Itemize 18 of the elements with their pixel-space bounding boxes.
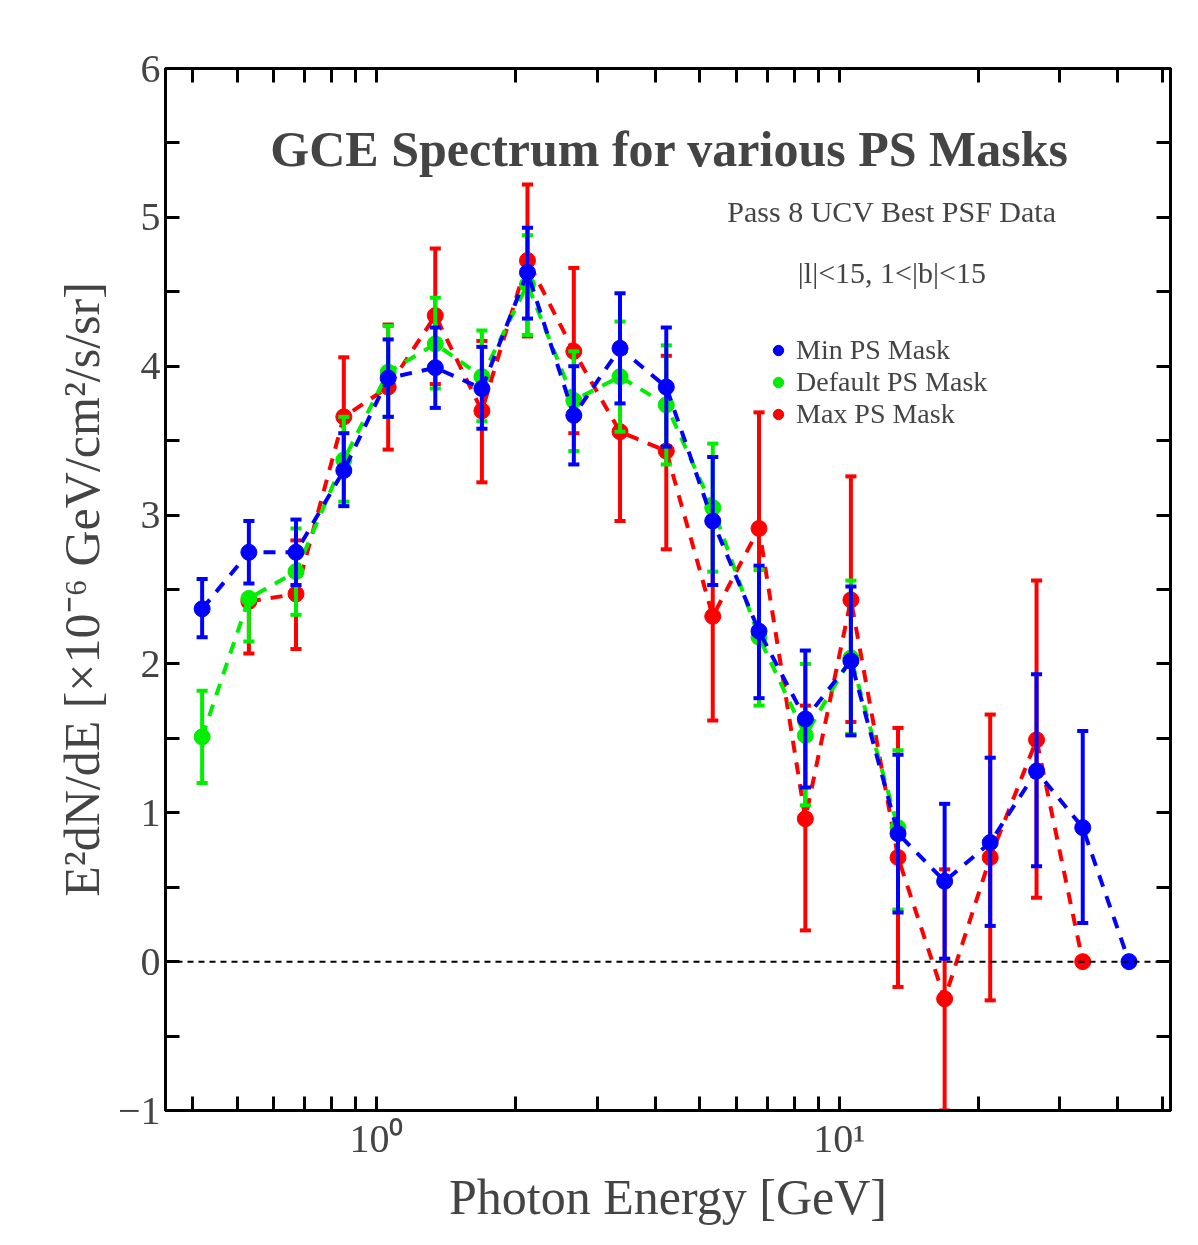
y-tick-label: 0 (140, 938, 161, 984)
y-tick-label: 1 (140, 789, 161, 835)
y-tick-label: 4 (140, 343, 161, 389)
y-tick-label: 5 (140, 194, 161, 240)
y-axis-title: E²dN/dE [×10⁻⁶ GeV/cm²/s/sr] (53, 282, 110, 897)
annotation: |l|<15, 1<|b|<15 (797, 255, 986, 289)
text: GCE Spectrum for various PS Masks (270, 120, 1068, 177)
y-tick-label: 3 (140, 492, 161, 538)
x-tick-label: 10¹ (813, 1115, 866, 1161)
y-tick-label: 6 (140, 45, 161, 91)
x-tick-label: 10⁰ (349, 1115, 404, 1161)
legend-label: Max PS Mask (796, 398, 955, 430)
y-tick-label: 2 (140, 640, 161, 686)
legend-label: Min PS Mask (796, 334, 951, 366)
annotation: Pass 8 UCV Best PSF Data (727, 194, 1056, 228)
legend-label: Default PS Mask (796, 366, 988, 398)
y-tick-label: −1 (117, 1087, 161, 1133)
x-axis-title: Photon Energy [GeV] (449, 1168, 887, 1225)
